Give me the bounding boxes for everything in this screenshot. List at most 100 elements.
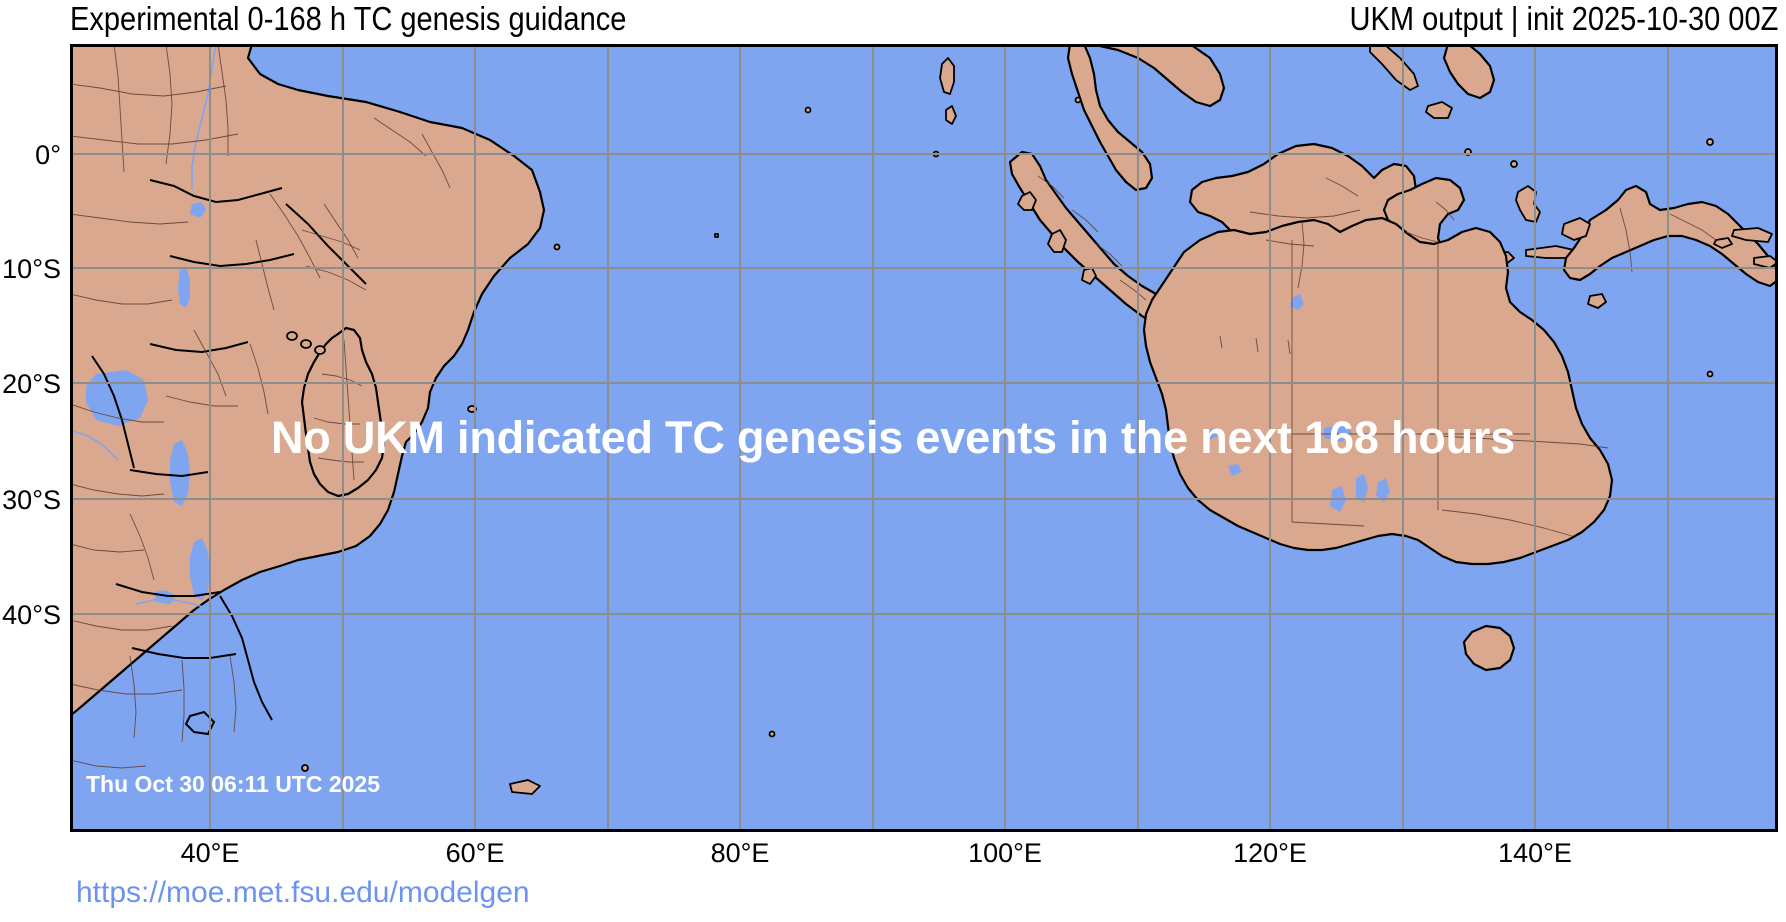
figure-title-right: UKM output | init 2025-10-30 00Z bbox=[1349, 0, 1778, 37]
new-britain-island bbox=[1731, 227, 1773, 243]
africa-admin-22 bbox=[373, 117, 427, 157]
andaman-islands bbox=[939, 57, 955, 95]
xtick-label-40e: 40°E bbox=[180, 838, 240, 868]
sulawesi-admin-2 bbox=[1435, 201, 1455, 221]
source-url-link[interactable]: https://moe.met.fsu.edu/modelgen bbox=[76, 876, 530, 909]
mentawai-island bbox=[1047, 229, 1067, 253]
xtick-label-120e: 120°E bbox=[1233, 838, 1307, 868]
java-admin-1 bbox=[1219, 335, 1223, 349]
nias-island bbox=[1017, 191, 1037, 211]
ocean-speck-10 bbox=[1706, 370, 1714, 378]
sumatra-admin-2 bbox=[1095, 243, 1123, 267]
africa-admin-5 bbox=[217, 47, 229, 156]
africa-admin-25 bbox=[249, 343, 269, 415]
africa-admin-7 bbox=[269, 193, 321, 279]
maldives-speck bbox=[714, 233, 719, 238]
africa-admin-23 bbox=[421, 133, 451, 189]
mindanao-island bbox=[1442, 47, 1496, 100]
border-zimbabwe-south-africa bbox=[131, 647, 237, 659]
africa-admin-16 bbox=[73, 684, 183, 695]
subnational-borders bbox=[73, 47, 1717, 769]
australia-lake-argyle bbox=[1290, 294, 1304, 310]
papua-admin-1 bbox=[1619, 207, 1633, 273]
africa-admin-11 bbox=[73, 404, 164, 423]
au-border-wa-sa-south bbox=[1291, 521, 1365, 527]
ocean-speck-6 bbox=[804, 106, 812, 114]
border-mozambique-west bbox=[219, 595, 273, 721]
australia-lake-frome bbox=[1376, 478, 1390, 502]
madagascar-admin-4 bbox=[343, 339, 355, 481]
sumatra-admin-4 bbox=[1037, 175, 1065, 199]
nile-river bbox=[191, 47, 217, 190]
ocean-speck-7 bbox=[1074, 96, 1082, 104]
xtick-label-80e: 80°E bbox=[710, 838, 770, 868]
borneo-admin-1 bbox=[1249, 209, 1361, 219]
africa-admin-4 bbox=[165, 47, 173, 165]
africa-admin-13 bbox=[129, 513, 155, 581]
lake-tanganyika bbox=[170, 440, 190, 506]
comoros-island-3 bbox=[314, 345, 326, 355]
sulu-island bbox=[1425, 101, 1453, 119]
landmasses bbox=[73, 47, 1775, 795]
xtick-label-60e: 60°E bbox=[445, 838, 505, 868]
africa-admin-14 bbox=[73, 544, 145, 553]
congo-river bbox=[73, 430, 119, 461]
ytick-label-10s: 10°S bbox=[2, 254, 61, 284]
birds-head-papua bbox=[1561, 217, 1591, 241]
ocean-speck-8 bbox=[301, 764, 309, 772]
border-drc-tanzania bbox=[91, 355, 135, 469]
australia-lake-moore bbox=[1206, 428, 1218, 440]
generation-timestamp: Thu Oct 30 06:11 UTC 2025 bbox=[86, 771, 381, 797]
new-guinea bbox=[1562, 184, 1775, 288]
africa-admin-24 bbox=[193, 329, 227, 397]
borneo-admin-3 bbox=[1265, 239, 1315, 247]
national-borders bbox=[91, 179, 367, 736]
border-zambia-zimbabwe bbox=[115, 583, 221, 597]
tasmania bbox=[1462, 624, 1516, 672]
africa-admin-17 bbox=[129, 655, 137, 739]
africa-admin-10 bbox=[73, 294, 173, 305]
xtick-label-140e: 140°E bbox=[1498, 838, 1572, 868]
lake-malawi bbox=[190, 538, 210, 600]
comoros-island-2 bbox=[300, 339, 312, 349]
sumatra-admin-3 bbox=[1119, 279, 1147, 301]
comoros-island-1 bbox=[286, 331, 298, 341]
africa-admin-3 bbox=[113, 47, 125, 173]
ytick-label-40s: 40°S bbox=[2, 600, 61, 630]
australia-lake-torrens bbox=[1356, 474, 1368, 502]
java-admin-3 bbox=[1287, 339, 1291, 355]
madagascar-admin-2 bbox=[313, 417, 360, 425]
border-somalia-ethiopia bbox=[285, 203, 367, 285]
africa-admin-6 bbox=[73, 213, 189, 225]
ocean-speck-1 bbox=[1706, 138, 1714, 146]
border-sa-lesotho bbox=[184, 710, 216, 736]
australia-lake-eyre bbox=[1324, 424, 1352, 442]
palawan-island bbox=[1369, 47, 1419, 91]
border-ethiopia-kenya bbox=[169, 253, 295, 268]
ocean-speck-3 bbox=[1510, 160, 1518, 168]
ytick-label-20s: 20°S bbox=[2, 369, 61, 399]
lake-turkana bbox=[178, 266, 190, 308]
africa-admin-18 bbox=[181, 659, 185, 743]
map-plot-area[interactable] bbox=[70, 44, 1778, 832]
border-tanzania-zambia bbox=[129, 469, 209, 478]
africa-admin-15 bbox=[73, 620, 173, 631]
australia-lake-barlee bbox=[1228, 464, 1242, 476]
figure-title-row: Experimental 0-168 h TC genesis guidance… bbox=[0, 0, 1786, 42]
africa-admin-12 bbox=[73, 484, 165, 497]
ocean-speck-5 bbox=[553, 243, 561, 251]
lake-tana bbox=[190, 202, 206, 218]
borneo-admin-2 bbox=[1297, 221, 1305, 289]
java-admin-2 bbox=[1255, 337, 1259, 353]
ytick-label-30s: 30°S bbox=[2, 485, 61, 515]
ytick-label-0: 0° bbox=[35, 140, 61, 170]
au-border-qld-nsw bbox=[1439, 435, 1609, 449]
figure-title-left: Experimental 0-168 h TC genesis guidance bbox=[70, 0, 627, 37]
papua-admin-2 bbox=[1669, 213, 1717, 241]
border-sudan-ethiopia bbox=[149, 179, 283, 204]
aru-islands bbox=[1587, 293, 1607, 309]
map-gridlines bbox=[73, 47, 1775, 829]
borneo-admin-4 bbox=[1325, 177, 1359, 197]
inland-water bbox=[73, 47, 1390, 661]
